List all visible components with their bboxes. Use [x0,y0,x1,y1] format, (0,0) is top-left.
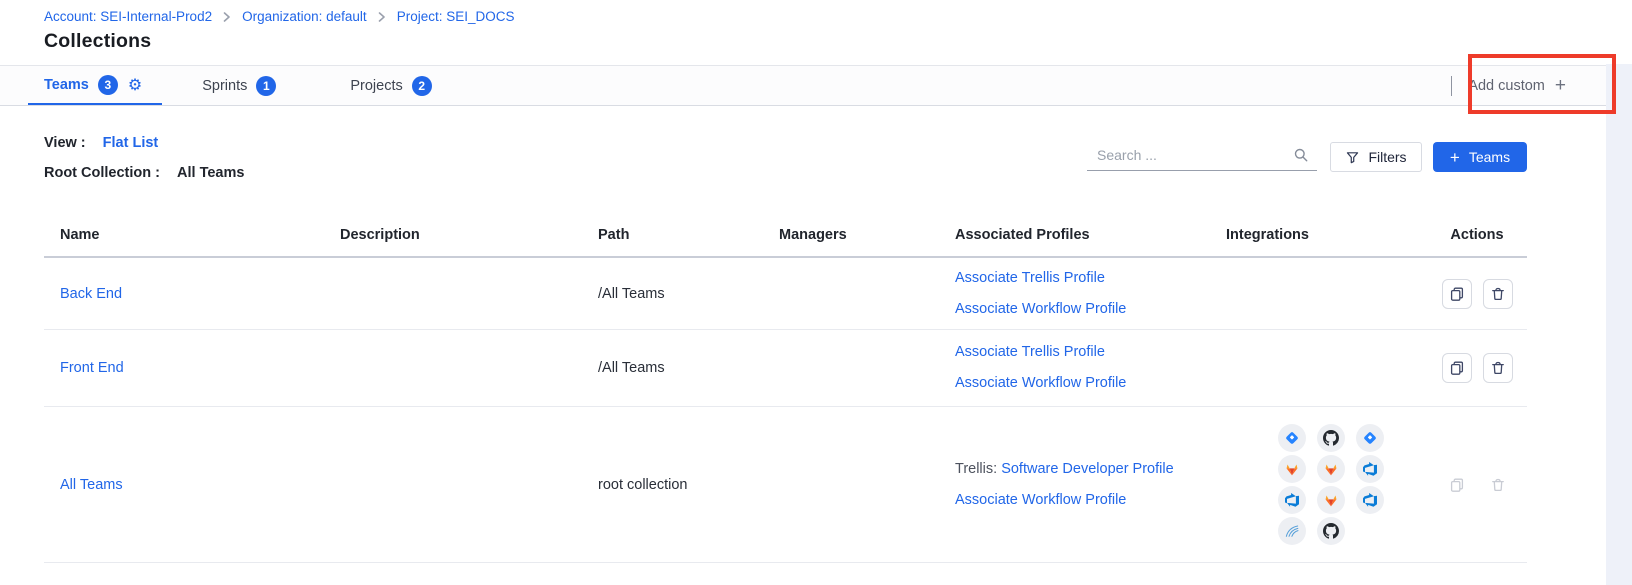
delete-button[interactable] [1482,278,1513,309]
table-header-row: Name Description Path Managers Associate… [44,214,1527,258]
associate-workflow-profile-link[interactable]: Associate Workflow Profile [955,375,1127,391]
gear-icon[interactable]: ⚙ [127,74,143,94]
add-custom-button[interactable]: Add custom + [1468,76,1566,95]
collection-name-link[interactable]: All Teams [60,476,123,493]
filters-label: Filters [1368,149,1407,165]
copy-button[interactable] [1441,353,1472,383]
column-header-name: Name [60,227,100,243]
collection-name-link[interactable]: Front End [60,360,124,376]
associate-workflow-profile-link[interactable]: Associate Workflow Profile [955,491,1127,508]
trellis-profile-link[interactable]: Software Developer Profile [1001,460,1174,477]
copy-button-disabled [1441,469,1472,500]
copy-icon [1449,286,1465,302]
search-box [1087,141,1317,171]
view-row: View : Flat List [44,135,158,151]
column-header-actions: Actions [1450,227,1504,243]
column-header-description: Description [340,227,420,243]
tab-teams-label: Teams [44,76,89,93]
github-icon [1317,424,1345,452]
add-teams-label: Teams [1468,149,1511,165]
tab-sprints-count-badge: 1 [256,75,277,96]
path-cell: root collection [598,476,688,493]
jira-icon [1356,424,1384,452]
integrations-cell [1210,424,1427,545]
integrations-grid [1278,424,1384,545]
breadcrumb: Account: SEI-Internal-Prod2 Organization… [44,9,514,24]
actions-cell [1427,469,1527,500]
column-header-associated-profiles: Associated Profiles [955,227,1090,243]
tab-divider [1451,75,1453,96]
root-collection-row: Root Collection : All Teams [44,165,244,181]
trash-icon [1490,477,1506,493]
associate-trellis-profile-link[interactable]: Associate Trellis Profile [955,269,1105,286]
gitlab-icon [1317,455,1345,483]
actions-cell [1427,278,1527,309]
column-header-path: Path [598,227,630,243]
column-header-managers: Managers [779,227,847,243]
page-title: Collections [44,30,152,52]
sonarqube-icon [1278,517,1306,545]
tab-projects[interactable]: Projects 2 [334,66,451,105]
tab-projects-label: Projects [350,77,403,94]
azure-devops-icon [1278,486,1306,514]
funnel-icon [1345,150,1360,165]
trash-icon [1490,286,1506,302]
root-collection-label: Root Collection : [44,165,160,181]
plus-icon: + [1449,147,1460,167]
tab-teams-count-badge: 3 [97,74,118,95]
column-header-integrations: Integrations [1226,227,1309,243]
path-cell: /All Teams [598,360,665,376]
delete-button[interactable] [1482,353,1513,383]
azure-devops-icon [1356,486,1384,514]
associated-profiles-cell: Associate Trellis Profile Associate Work… [939,337,1210,399]
breadcrumb-organization-link[interactable]: Organization: default [242,9,367,24]
chevron-right-icon [223,12,231,22]
search-input[interactable] [1087,141,1283,169]
chevron-right-icon [378,12,386,22]
collection-name-link[interactable]: Back End [60,285,123,302]
associate-workflow-profile-link[interactable]: Associate Workflow Profile [955,300,1127,317]
delete-button-disabled [1482,469,1513,500]
trellis-prefix-label: Trellis: [955,460,1002,477]
copy-icon [1449,360,1465,376]
table-row: All Teams root collection Trellis: Softw… [44,407,1527,563]
actions-cell [1427,353,1527,383]
add-custom-area: Add custom + [1451,66,1566,105]
tab-teams[interactable]: Teams 3 ⚙ [28,66,163,105]
copy-button[interactable] [1441,278,1472,309]
root-collection-value: All Teams [177,165,245,181]
breadcrumb-account-link[interactable]: Account: SEI-Internal-Prod2 [44,9,213,24]
view-label: View : [44,135,86,151]
copy-icon [1449,477,1465,493]
add-teams-button[interactable]: + Teams [1433,142,1527,172]
tab-sprints-label: Sprints [202,77,248,94]
search-icon [1293,147,1309,168]
gitlab-icon [1317,486,1345,514]
associated-profiles-cell: Trellis: Software Developer Profile Asso… [939,454,1210,516]
collections-table: Name Description Path Managers Associate… [44,214,1527,563]
associate-trellis-profile-link[interactable]: Associate Trellis Profile [955,344,1105,360]
plus-icon: + [1554,75,1566,96]
github-icon [1317,517,1345,545]
breadcrumb-project-link[interactable]: Project: SEI_DOCS [396,9,515,24]
view-flat-list-link[interactable]: Flat List [102,135,159,151]
table-row: Front End /All Teams Associate Trellis P… [44,330,1527,407]
add-custom-label: Add custom [1468,77,1545,94]
path-cell: /All Teams [598,285,665,302]
tab-bar: Teams 3 ⚙ Sprints 1 Projects 2 Add custo… [0,65,1606,106]
azure-devops-icon [1356,455,1384,483]
gitlab-icon [1278,455,1306,483]
jira-icon [1278,424,1306,452]
trash-icon [1490,360,1506,376]
tab-projects-count-badge: 2 [411,75,432,96]
filters-button[interactable]: Filters [1330,142,1422,172]
table-row: Back End /All Teams Associate Trellis Pr… [44,258,1527,330]
tab-sprints[interactable]: Sprints 1 [186,66,296,105]
associated-profiles-cell: Associate Trellis Profile Associate Work… [939,263,1210,325]
page-background-strip [1606,64,1632,585]
